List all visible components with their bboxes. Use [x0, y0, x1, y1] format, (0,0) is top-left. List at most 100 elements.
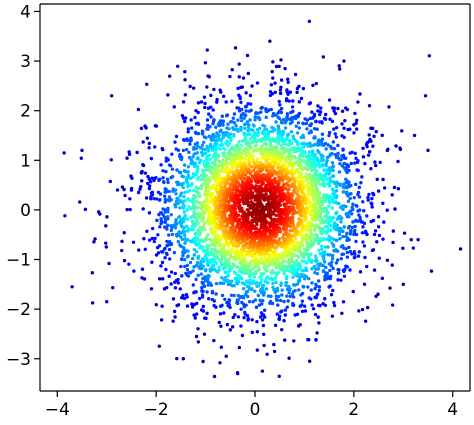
scatter-point: [331, 288, 335, 293]
scatter-point: [330, 206, 335, 210]
scatter-point: [170, 232, 175, 237]
scatter-point: [210, 297, 215, 302]
scatter-point: [352, 250, 357, 254]
scatter-point: [287, 257, 292, 262]
scatter-point: [416, 237, 420, 242]
scatter-point: [115, 188, 120, 192]
scatter-point: [367, 192, 371, 197]
scatter-point: [330, 187, 335, 191]
scatter-point: [62, 151, 66, 155]
scatter-point: [235, 371, 240, 375]
scatter-point: [174, 218, 178, 222]
scatter-point: [321, 55, 326, 59]
scatter-point: [234, 148, 238, 152]
scatter-point: [238, 200, 242, 204]
scatter-point: [315, 127, 319, 131]
scatter-point: [279, 120, 284, 125]
scatter-point: [154, 124, 159, 128]
scatter-point: [128, 197, 132, 201]
scatter-point: [308, 116, 313, 121]
scatter-point: [104, 224, 108, 228]
scatter-point: [337, 232, 342, 237]
scatter-point: [195, 261, 200, 265]
scatter-point: [214, 260, 218, 265]
scatter-point: [239, 100, 243, 104]
scatter-point: [346, 127, 350, 132]
scatter-point: [237, 75, 241, 79]
scatter-point: [278, 103, 282, 107]
scatter-point: [224, 354, 228, 358]
scatter-point: [344, 168, 348, 173]
scatter-point: [107, 261, 111, 266]
scatter-point: [369, 126, 373, 130]
scatter-point: [204, 151, 208, 155]
scatter-point: [327, 130, 332, 135]
scatter-point: [254, 257, 258, 261]
scatter-point: [90, 271, 95, 275]
scatter-point: [333, 111, 338, 116]
scatter-point: [259, 106, 263, 110]
scatter-point: [283, 157, 287, 162]
scatter-point: [188, 84, 192, 89]
scatter-point: [79, 156, 84, 160]
scatter-point: [363, 229, 368, 234]
scatter-point: [245, 53, 250, 58]
scatter-point: [219, 345, 224, 349]
scatter-point: [337, 64, 341, 68]
scatter-point: [201, 289, 205, 294]
scatter-point: [388, 286, 392, 290]
scatter-point: [252, 275, 257, 279]
scatter-point: [316, 109, 320, 113]
scatter-point: [227, 244, 231, 248]
scatter-point: [212, 374, 217, 379]
scatter-point: [303, 175, 308, 180]
scatter-point: [295, 90, 299, 95]
scatter-point: [166, 180, 170, 185]
scatter-point: [172, 250, 177, 255]
scatter-point: [333, 181, 337, 186]
scatter-point: [193, 115, 197, 120]
scatter-point: [294, 124, 298, 128]
scatter-point: [296, 163, 301, 167]
scatter-point: [182, 246, 186, 251]
scatter-point: [402, 231, 407, 235]
scatter-point: [162, 180, 166, 185]
scatter-point: [325, 237, 330, 241]
scatter-point: [179, 157, 184, 162]
scatter-point: [314, 259, 318, 263]
scatter-point: [243, 173, 248, 177]
scatter-point: [268, 299, 273, 304]
scatter-point: [226, 122, 230, 126]
scatter-point: [309, 231, 313, 235]
scatter-point: [141, 163, 146, 168]
scatter-point: [240, 333, 245, 338]
scatter-point: [263, 150, 267, 154]
scatter-point: [170, 152, 174, 156]
scatter-point: [199, 272, 204, 276]
scatter-point: [109, 158, 113, 162]
scatter-point: [230, 247, 235, 251]
scatter-point: [340, 122, 344, 126]
scatter-point: [301, 86, 306, 91]
scatter-point: [206, 127, 210, 132]
scatter-point: [206, 280, 210, 284]
scatter-point: [255, 149, 259, 153]
scatter-point: [186, 217, 190, 221]
scatter-point: [180, 274, 184, 278]
scatter-point: [275, 286, 280, 291]
scatter-point: [361, 200, 365, 204]
scatter-point: [297, 288, 301, 292]
scatter-point: [355, 168, 359, 172]
scatter-point: [357, 185, 362, 190]
scatter-point: [244, 303, 248, 307]
scatter-point: [303, 166, 308, 171]
scatter-point: [324, 168, 329, 172]
scatter-point: [377, 256, 381, 260]
scatter-point: [426, 148, 430, 153]
scatter-point: [277, 294, 281, 299]
scatter-point: [427, 54, 432, 58]
scatter-point: [230, 265, 235, 269]
scatter-point: [342, 182, 346, 186]
scatter-point: [195, 151, 200, 155]
scatter-point: [288, 121, 293, 126]
